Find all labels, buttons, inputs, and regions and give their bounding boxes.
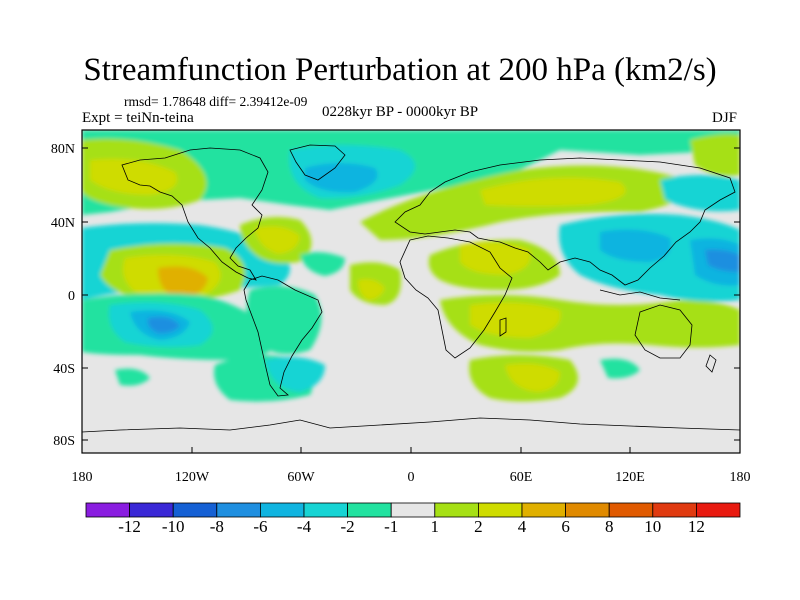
lat-labels: 80N 40N 0 40S 80S	[51, 142, 75, 449]
lon-label: 180	[72, 470, 93, 485]
contour-green-australia-s	[600, 358, 640, 379]
coastlines	[82, 144, 740, 433]
lon-label: 120E	[615, 470, 645, 485]
colorbar-label: -10	[162, 517, 185, 536]
colorbar-label: -4	[297, 517, 312, 536]
colorbar-label: -6	[253, 517, 267, 536]
experiment-label: Expt = teiNn-teina	[82, 110, 194, 126]
lat-label: 40N	[51, 216, 75, 231]
colorbar-swatch	[696, 502, 741, 518]
coast-new-zealand	[705, 354, 717, 373]
coast-antarctica	[82, 417, 740, 433]
contour-yellow-eurasia	[480, 177, 626, 207]
coast-indonesia	[599, 289, 681, 301]
lon-label: 60E	[510, 470, 533, 485]
lon-label: 120W	[175, 470, 210, 485]
colorbar-swatch	[129, 502, 174, 518]
contour-yellow-alaska	[90, 158, 178, 195]
colorbar-label: -2	[341, 517, 355, 536]
colorbar	[85, 502, 741, 518]
colorbar-swatch	[608, 502, 654, 518]
lon-label: 60W	[287, 470, 315, 485]
contour-yellow-indian	[470, 302, 561, 338]
lon-label: 0	[408, 470, 415, 485]
contour-darkblue-spacific	[147, 317, 180, 334]
colorbar-swatch	[172, 502, 218, 518]
lon-label: 180	[730, 470, 751, 485]
colorbar-swatch	[434, 502, 479, 518]
streamfunction-field	[82, 130, 740, 453]
colorbar-labels: -12 -10 -8 -6 -4 -2 -1 1 2 4 6 8 10 12	[118, 517, 705, 536]
coast-africa	[399, 235, 513, 359]
colorbar-label: -12	[118, 517, 141, 536]
colorbar-label: 6	[561, 517, 570, 536]
colorbar-swatch	[390, 502, 436, 518]
lat-label: 80S	[53, 434, 75, 449]
lat-label: 80N	[51, 142, 75, 157]
coast-madagascar	[499, 317, 507, 337]
coast-north-america	[121, 147, 269, 281]
colorbar-swatch	[477, 502, 523, 518]
colorbar-swatch	[347, 502, 392, 518]
lat-label: 40S	[53, 362, 75, 377]
contour-green-pacific-e	[82, 313, 110, 342]
coast-australia	[634, 304, 693, 359]
contour-green-natlantic	[300, 252, 345, 276]
contour-darkblue-wpacific	[705, 249, 740, 272]
season-label: DJF	[712, 110, 738, 126]
colorbar-label: 12	[688, 517, 705, 536]
coast-south-america	[243, 275, 323, 397]
colorbar-swatch	[85, 502, 130, 518]
contour-blue-asia	[600, 229, 671, 262]
map-title: Streamfunction Perturbation at 200 hPa (…	[83, 52, 717, 88]
contour-cyan-siberia	[660, 175, 740, 212]
colorbar-label: 4	[518, 517, 527, 536]
contour-blue-arctic	[305, 163, 378, 193]
colorbar-label: 8	[605, 517, 614, 536]
lon-ticks	[81, 447, 741, 453]
contour-yellow-atlantic-eq	[358, 279, 385, 300]
coast-eurasia	[394, 157, 736, 286]
contour-cyan-satlantic	[265, 356, 325, 392]
colorbar-swatch	[303, 502, 348, 518]
period-label: 0228kyr BP - 0000kyr BP	[322, 104, 479, 120]
stats-text: rmsd= 1.78648 diff= 2.39412e-09	[124, 94, 308, 109]
contour-orange-central-pacific	[158, 266, 208, 298]
contour-green-pacific-ne	[690, 134, 740, 177]
lon-labels: 180 120W 60W 0 60E 120E 180	[72, 470, 751, 485]
contour-yellow-africa	[460, 242, 531, 275]
lat-ticks	[82, 147, 740, 441]
lat-label: 0	[68, 289, 75, 304]
coast-greenland	[289, 144, 346, 181]
contour-green-namerica-w	[115, 368, 150, 386]
colorbar-label: -8	[210, 517, 224, 536]
colorbar-swatch	[565, 502, 610, 518]
colorbar-swatch	[216, 502, 261, 518]
contour-yellow-america	[255, 226, 300, 254]
contour-green-satlantic	[246, 286, 322, 354]
colorbar-swatch	[521, 502, 566, 518]
colorbar-label: 10	[644, 517, 661, 536]
colorbar-label: 2	[474, 517, 483, 536]
contour-yellow-south-indian	[505, 363, 560, 392]
colorbar-swatch	[652, 502, 697, 518]
colorbar-label: 1	[431, 517, 440, 536]
colorbar-swatch	[259, 502, 305, 518]
colorbar-label: -1	[384, 517, 398, 536]
